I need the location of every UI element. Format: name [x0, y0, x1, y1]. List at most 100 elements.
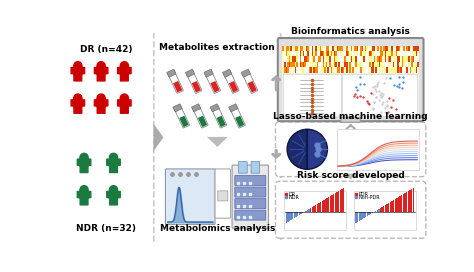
Bar	[371, 46, 373, 51]
Bar	[298, 51, 300, 57]
Bar	[304, 57, 306, 62]
Bar	[328, 67, 329, 73]
Bar	[414, 46, 416, 51]
Bar	[317, 57, 318, 62]
Circle shape	[80, 186, 88, 194]
Bar	[365, 212, 366, 217]
FancyBboxPatch shape	[278, 38, 423, 121]
Bar	[295, 62, 296, 67]
FancyBboxPatch shape	[341, 117, 360, 122]
Bar	[317, 46, 318, 51]
Bar	[323, 67, 324, 73]
Bar	[380, 46, 382, 51]
Bar	[320, 202, 321, 212]
Bar	[365, 62, 366, 67]
FancyBboxPatch shape	[191, 104, 201, 112]
Bar	[371, 67, 373, 73]
Bar	[345, 57, 346, 62]
Bar	[312, 207, 313, 212]
Bar	[402, 67, 403, 73]
Bar	[360, 67, 362, 73]
Bar	[347, 51, 349, 57]
Bar	[358, 51, 360, 57]
Bar	[287, 46, 289, 51]
Bar	[326, 67, 328, 73]
Bar	[403, 46, 405, 51]
Bar	[293, 51, 295, 57]
Bar	[319, 46, 321, 51]
Bar	[302, 51, 304, 57]
Circle shape	[97, 62, 105, 70]
Bar	[382, 51, 383, 57]
FancyBboxPatch shape	[88, 191, 91, 198]
Bar	[312, 57, 313, 62]
Bar	[289, 67, 290, 73]
Bar	[335, 62, 337, 67]
Bar	[379, 67, 380, 73]
Bar	[319, 57, 321, 62]
Bar	[293, 46, 295, 51]
Bar	[332, 67, 334, 73]
Bar	[383, 62, 385, 67]
FancyBboxPatch shape	[97, 67, 105, 75]
Bar	[302, 212, 303, 213]
Bar	[352, 57, 354, 62]
FancyBboxPatch shape	[192, 81, 201, 92]
Bar	[388, 51, 390, 57]
Bar	[380, 67, 382, 73]
Bar	[310, 67, 312, 73]
Bar	[394, 51, 396, 57]
Text: PDR: PDR	[358, 192, 368, 197]
Bar	[330, 46, 332, 51]
Bar	[375, 67, 377, 73]
Bar	[349, 67, 351, 73]
Bar	[391, 46, 392, 51]
Bar	[376, 210, 378, 212]
Bar	[374, 57, 375, 62]
Bar	[298, 57, 300, 62]
Text: Bioinformatics analysis: Bioinformatics analysis	[291, 27, 410, 36]
Bar	[411, 57, 413, 62]
Bar	[300, 67, 301, 73]
Bar	[383, 206, 384, 212]
Bar	[318, 46, 319, 51]
Bar	[356, 62, 357, 67]
FancyBboxPatch shape	[120, 106, 124, 113]
Bar	[285, 46, 287, 51]
Bar	[400, 62, 402, 67]
Bar	[337, 57, 338, 62]
Bar	[382, 57, 383, 62]
Bar	[295, 57, 296, 62]
Bar	[408, 62, 410, 67]
Bar	[317, 67, 318, 73]
FancyBboxPatch shape	[114, 197, 118, 205]
Text: DR: DR	[289, 192, 296, 197]
Bar	[408, 46, 410, 51]
FancyBboxPatch shape	[192, 105, 208, 128]
Bar	[307, 46, 309, 51]
Bar	[330, 57, 332, 62]
Bar	[400, 67, 402, 73]
Bar	[416, 67, 417, 73]
Bar	[321, 51, 323, 57]
Bar	[406, 192, 407, 212]
Bar	[319, 67, 321, 73]
Bar	[334, 46, 335, 51]
Bar	[304, 62, 306, 67]
FancyBboxPatch shape	[205, 70, 220, 93]
Bar	[406, 51, 408, 57]
Bar	[398, 197, 399, 212]
Bar	[354, 62, 356, 67]
Bar	[289, 62, 290, 67]
FancyBboxPatch shape	[118, 67, 121, 74]
Bar	[332, 46, 334, 51]
Bar	[334, 57, 335, 62]
Circle shape	[120, 94, 128, 102]
Bar	[399, 62, 400, 67]
FancyBboxPatch shape	[235, 116, 244, 127]
Bar	[283, 46, 419, 73]
Bar	[362, 57, 363, 62]
Bar	[298, 46, 300, 51]
Bar	[400, 46, 402, 51]
FancyBboxPatch shape	[229, 104, 238, 112]
